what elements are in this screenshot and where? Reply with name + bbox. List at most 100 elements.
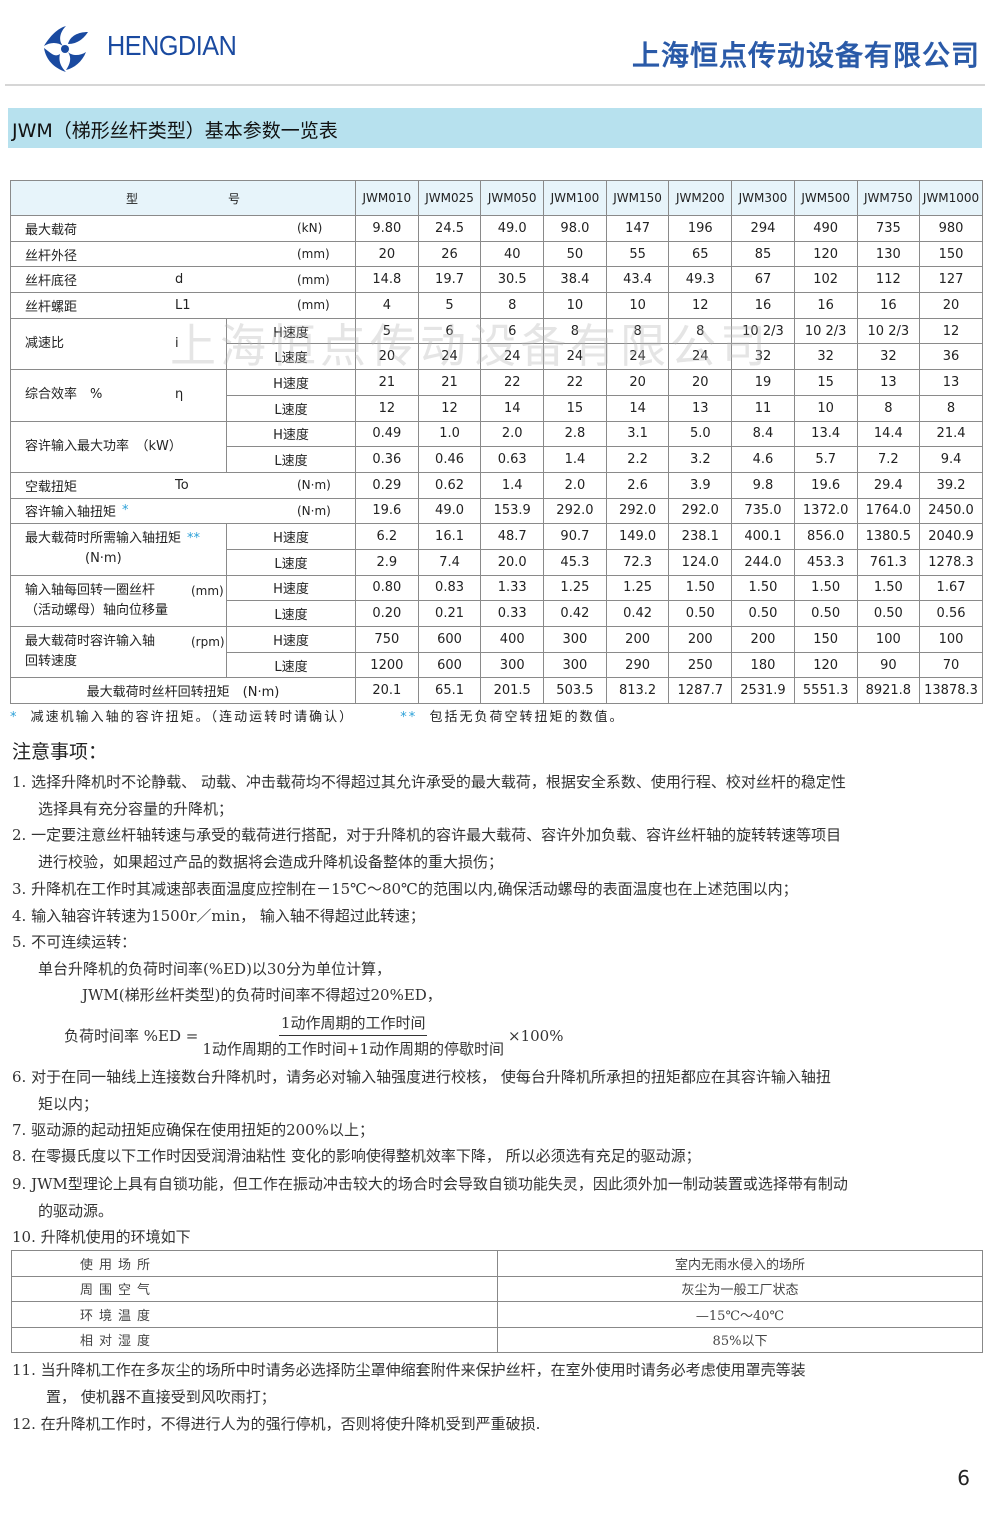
value-cell: 1200 [355, 651, 419, 679]
row-label-line: 减速比 i [25, 334, 226, 354]
value-cell: 0.50 [668, 600, 733, 627]
company-name: 上海恒点传动设备有限公司 [631, 39, 980, 72]
row-label-cell: 最大载荷时容许输入轴 (rpm) 回转速度 [10, 625, 227, 679]
row-unit: (mm) [191, 583, 224, 598]
value-cell: 24 [668, 343, 733, 371]
note-item: 11. 当升降机工作在多灰尘的场所中时请务必选择防尘罩伸缩套附件来保护丝杆，在室… [12, 1357, 806, 1410]
note-line: 10. 升降机使用的环境如下 [12, 1228, 191, 1246]
speed-label: H速度 [226, 523, 356, 550]
value-cell: 8921.8 [856, 677, 921, 705]
value-cell: 5 [355, 317, 419, 345]
row-label-cell: 丝杆外径 (mm) [10, 240, 356, 268]
value-cell: 21.4 [919, 420, 983, 448]
value-cell: 300 [480, 651, 545, 679]
note-line: 5. 不可连续运转： [12, 933, 137, 951]
value-cell: 120 [793, 240, 858, 268]
value-cell: 12 [919, 317, 983, 345]
value-cell: 127 [919, 266, 983, 294]
value-cell: 6.2 [355, 523, 419, 550]
footnote-mark-2: ** [400, 710, 418, 725]
value-cell: 813.2 [605, 677, 670, 705]
row-label-line: 最大载荷时所需输入轴扭矩 ** [25, 529, 226, 549]
row-label-line: 容许输入最大功率 （kW） [25, 437, 226, 457]
value-cell: 55 [605, 240, 670, 268]
speed-label: H速度 [226, 626, 356, 653]
speed-label: L速度 [226, 394, 356, 422]
value-cell: 200 [668, 626, 733, 653]
note-line: 7. 驱动源的起动扭矩应确保在使用扭矩的200%以上； [12, 1121, 374, 1139]
value-cell: 14 [480, 394, 545, 422]
note-line: 的驱动源。 [38, 1201, 114, 1220]
value-cell: 67 [731, 266, 795, 294]
value-cell: 0.21 [417, 600, 482, 627]
value-cell: 24 [605, 343, 670, 371]
value-cell: 5551.3 [793, 677, 858, 705]
environment-key: 相对湿度 [11, 1326, 498, 1353]
table-row: 容许输入最大功率 （kW） H速度 0.49 1.0 2.0 2.8 3.1 5.0 8.4 13… [10, 420, 983, 473]
row-label: 容许输入最大功率 （kW） [25, 438, 182, 454]
speed-label: H速度 [226, 420, 356, 448]
row-label-box: 最大载荷时所需输入轴扭矩 ** (N·m) [25, 529, 226, 569]
table-row: 最大载荷时容许输入轴 (rpm) 回转速度 H速度 750 600 400 300 200 200… [10, 625, 983, 679]
value-cell: 20.1 [355, 677, 419, 705]
value-cell: 9.4 [919, 446, 983, 473]
value-cell: 1380.5 [856, 523, 921, 550]
environment-value: 室内无雨水侵入的场所 [497, 1250, 983, 1277]
row-label-cell: 最大载荷时所需输入轴扭矩 ** (N·m) [10, 523, 227, 576]
table-row: 丝杆外径 (mm) 20 26 40 50 55 65 85 120 130 150 [10, 240, 983, 268]
value-cell: 12 [355, 394, 419, 422]
row-label: 丝杆螺距 [25, 299, 78, 315]
header-label-right: 号 [228, 191, 241, 206]
note-item: 6. 对于在同一轴线上连接数台升降机时，请务必对输入轴强度进行校核， 使每台升降… [12, 1064, 831, 1117]
row-label-box: 容许输入最大功率 （kW） [25, 437, 226, 457]
value-cell: 50 [543, 240, 607, 268]
value-cell: 65.1 [417, 677, 482, 705]
model-header: JWM200 [668, 180, 733, 216]
value-cell: 1278.3 [919, 548, 983, 576]
value-cell: 10 [793, 394, 858, 422]
table-row: L速度 2.9 7.4 20.0 45.3 72.3 124.0 244.0 453.3 761.… [11, 548, 983, 576]
value-cell: 1372.0 [793, 497, 858, 525]
footnote-text-1: 减速机输入轴的容许扭矩。（连动运转时请确认） [30, 710, 355, 725]
value-cell: 856.0 [793, 523, 858, 550]
value-cell: 32 [731, 343, 795, 371]
value-cell: 102 [793, 266, 858, 294]
row-label: 最大载荷时丝杆回转扭矩 (N·m) [86, 685, 280, 701]
value-cell: 980 [919, 215, 983, 242]
environment-value: 灰尘为一般工厂状态 [497, 1275, 983, 1302]
footnote-mark: ** [187, 531, 201, 547]
value-cell: 292.0 [668, 497, 733, 525]
row-label: 减速比 [25, 335, 65, 351]
row-symbol: d [175, 272, 184, 288]
value-cell: 65 [668, 240, 733, 268]
value-cell: 292.0 [543, 497, 607, 525]
note-line: 9. JWM型理论上具有自锁功能，但工作在振动冲击较大的场合时会导致自锁功能失灵… [12, 1175, 848, 1193]
value-cell: 2450.0 [919, 497, 983, 525]
value-cell: 5 [417, 292, 482, 319]
speed-label: H速度 [226, 574, 356, 602]
header-label-left: 型 [125, 191, 138, 206]
model-header: JWM1000 [919, 180, 983, 216]
value-cell: 300 [543, 626, 607, 653]
value-cell: 238.1 [668, 523, 733, 550]
environment-key: 使用场所 [11, 1250, 498, 1277]
value-cell: 7.4 [417, 548, 482, 576]
value-cell: 1.4 [480, 471, 545, 499]
row-unit: (mm) [297, 247, 330, 262]
row-symbol: To [175, 477, 189, 493]
value-cell: 1.50 [668, 574, 733, 602]
value-cell: 24 [543, 343, 607, 371]
value-cell: 48.7 [480, 523, 545, 550]
row-label-box: 丝杆外径 (mm) [25, 242, 355, 267]
note-line: 单台升降机的负荷时间率(%ED)以30分为单位计算， [38, 959, 392, 978]
value-cell: 16 [793, 292, 858, 319]
value-cell: 120 [793, 651, 858, 679]
row-label-box: 丝杆底径 d (mm) [25, 267, 355, 292]
table-row: 丝杆螺距 L1 (mm) 4 5 8 10 10 12 16 16 16 20 [10, 292, 983, 319]
row-label-box: 输入轴每回转一圈丝杆 (mm) （活动螺母）轴向位移量 [25, 581, 226, 621]
table-row: 减速比 i H速度 5 6 6 8 8 8 10 2/3 10 2/3 10 2/3 12 [10, 317, 983, 371]
notes-title: 注意事项： [12, 741, 108, 763]
row-label-cell: 最大载荷时丝杆回转扭矩 (N·m) [10, 677, 356, 705]
value-cell: 39.2 [919, 471, 983, 499]
row-unit: (mm) [297, 272, 330, 287]
